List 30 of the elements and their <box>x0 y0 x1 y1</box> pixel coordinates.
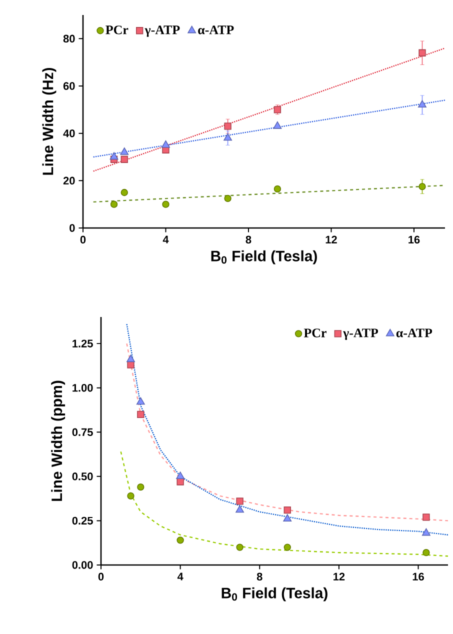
y-tick-label: 0.50 <box>72 472 93 480</box>
x-tick-label: 4 <box>162 236 169 244</box>
y-axis-title: Line Width (ppm) <box>51 380 66 501</box>
y-tick-label: 1.25 <box>72 340 93 348</box>
y-tick-label: 20 <box>63 176 75 185</box>
legend-label: PCr <box>304 328 326 338</box>
legend-label: α-ATP <box>198 26 234 34</box>
x-tick-label: 0 <box>98 572 104 581</box>
x-tick-label: 12 <box>334 572 345 580</box>
y-tick-label: 0.00 <box>72 561 93 569</box>
x-tick-label: 8 <box>246 236 252 244</box>
y-axis-title: Line Width (Hz) <box>42 68 56 175</box>
x-tick-label: 16 <box>408 236 420 244</box>
y-tick-label: 1.00 <box>72 384 93 392</box>
legend-label: α-ATP <box>396 328 432 338</box>
x-tick-label: 12 <box>326 236 337 244</box>
legend-label: PCr <box>106 26 128 34</box>
y-tick-label: 60 <box>63 82 75 90</box>
y-tick-label: 40 <box>63 129 75 138</box>
y-tick-label: 80 <box>63 34 75 43</box>
legend-label: γ-ATP <box>144 26 180 37</box>
legend-label: γ-ATP <box>342 328 378 340</box>
x-axis-title: B$_{0}$ Field (Tesla) <box>222 587 328 602</box>
x-tick-label: 4 <box>177 572 184 580</box>
x-tick-label: 8 <box>256 572 262 581</box>
y-tick-label: 0.25 <box>72 516 93 525</box>
y-tick-label: 0.75 <box>72 428 93 436</box>
y-tick-label: 0 <box>70 224 75 232</box>
x-tick-label: 16 <box>412 572 424 581</box>
x-axis-title: B$_{0}$ Field (Tesla) <box>211 250 317 264</box>
